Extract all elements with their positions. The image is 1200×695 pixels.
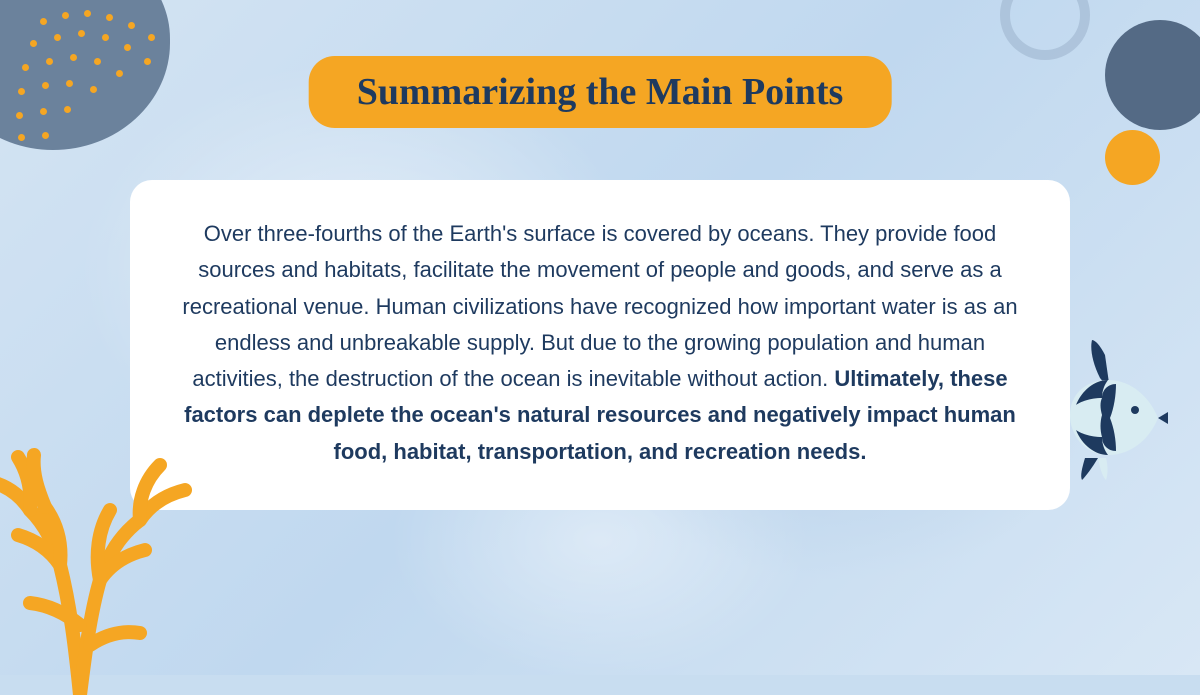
circle-orange-icon (1105, 130, 1160, 185)
page-title: Summarizing the Main Points (309, 56, 892, 128)
fish-icon (1050, 340, 1170, 480)
summary-card: Over three-fourths of the Earth's surfac… (130, 180, 1070, 510)
coral-icon (0, 395, 250, 695)
